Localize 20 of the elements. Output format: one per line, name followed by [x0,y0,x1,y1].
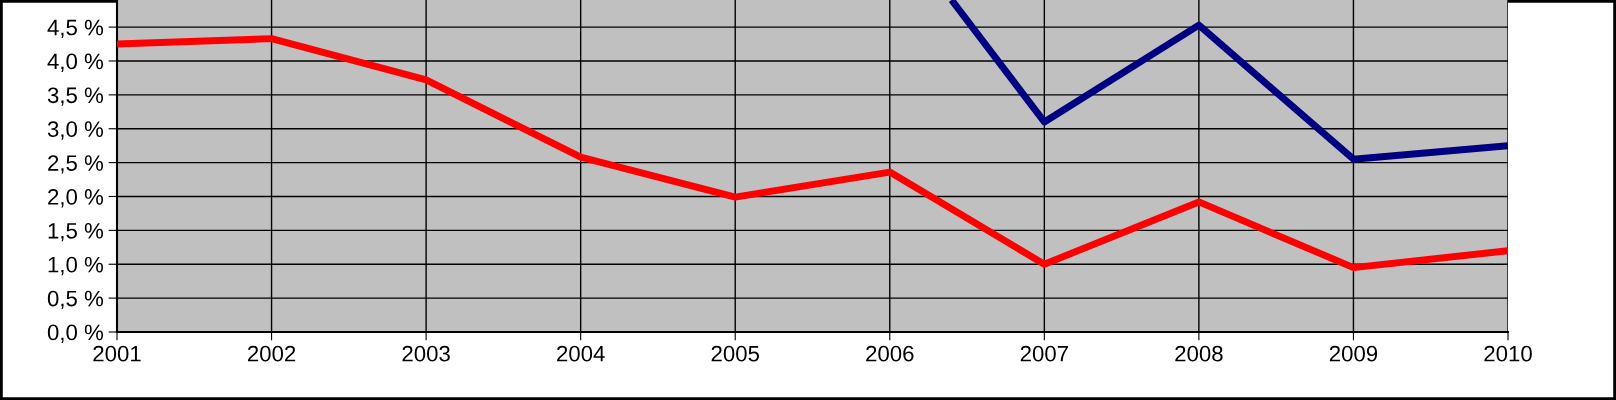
y-tick-label: 2,0 % [48,189,104,208]
y-tick-label: 3,5 % [47,87,104,106]
x-tick-label: 2010 [1484,345,1532,362]
x-tick-label: 2008 [1175,345,1223,362]
x-tick-label: 2005 [711,345,760,362]
y-tick-label: 0,5 % [47,290,104,310]
y-tick-label: 3,0 % [47,121,104,140]
x-tick-label: 2004 [557,345,605,362]
y-tick-label: 1,0 % [48,256,104,276]
y-tick-label: 4,5 % [47,19,104,38]
y-tick-label: 0,0 % [47,324,104,343]
x-tick-label: 2003 [402,345,450,362]
x-tick-label: 2006 [866,345,914,362]
x-tick-label: 2002 [247,345,296,362]
y-tick-label: 1,5 % [48,223,104,242]
x-tick-label: 2007 [1020,345,1068,362]
x-tick-label: 2009 [1329,345,1378,362]
x-tick-label: 2001 [93,345,141,362]
y-tick-label: 4,0 % [47,53,104,72]
y-tick-label: 2,5 % [48,155,104,174]
